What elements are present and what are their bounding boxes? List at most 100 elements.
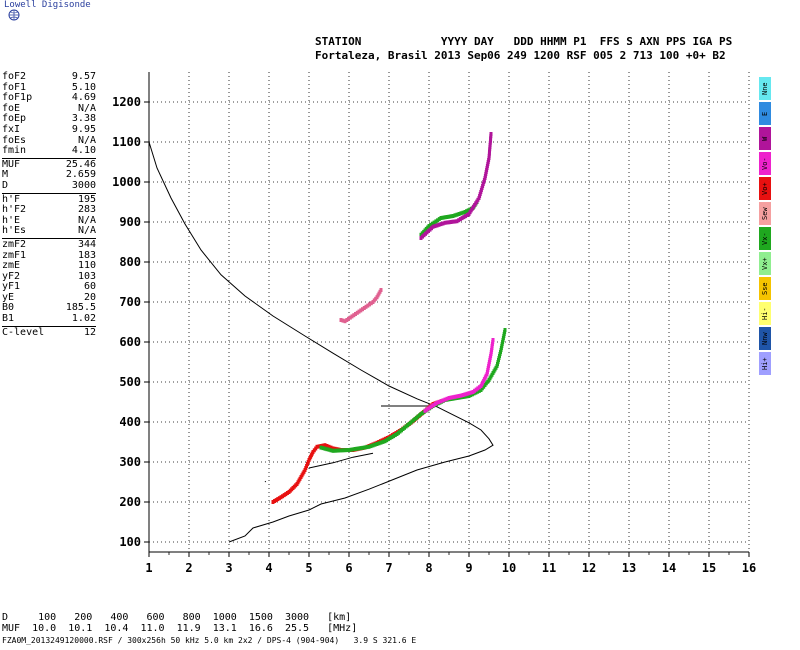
param-name: zmF2: [2, 238, 27, 250]
echo-point: [327, 447, 331, 452]
echo-point: [488, 147, 492, 152]
param-value: 12: [83, 326, 96, 338]
echo-point: [465, 209, 469, 214]
x-tick-label: 9: [465, 561, 472, 575]
echo-point: [487, 153, 491, 158]
echo-point: [419, 412, 423, 416]
echo-point: [354, 312, 357, 316]
param-name: MUF: [2, 158, 21, 170]
echo-point: [426, 406, 430, 411]
param-name: D: [2, 179, 9, 191]
param-value: 3.38: [71, 113, 96, 125]
param-row-D: D 3000: [2, 179, 96, 192]
echo-point: [428, 405, 432, 410]
echo-point: [443, 397, 447, 402]
echo-point: [473, 388, 477, 393]
param-row-MUF: MUF 25.46: [2, 158, 96, 171]
echo-point: [467, 391, 471, 396]
param-value: N/A: [77, 102, 96, 114]
y-tick-label: 300: [119, 455, 141, 469]
echo-point: [363, 445, 367, 450]
echo-point: [455, 219, 459, 224]
echo-point: [347, 316, 350, 321]
echo-point: [277, 496, 281, 501]
echo-point: [365, 445, 369, 450]
echo-point: [355, 310, 359, 315]
param-row-zmE: zmE 110: [2, 260, 96, 272]
echo-point: [331, 448, 335, 453]
echo-point: [349, 447, 353, 452]
echo-point: [462, 215, 466, 220]
param-value: 3000: [71, 179, 96, 191]
echo-point: [284, 492, 288, 497]
param-value: 195: [77, 193, 96, 205]
echo-point: [489, 136, 493, 141]
echo-point: [447, 214, 451, 219]
param-name: foEs: [2, 134, 27, 146]
param-name: yF2: [2, 270, 21, 282]
param-name: zmF1: [2, 249, 27, 261]
parameter-panel: foF2 9.57 foF1 5.10 foF1p 4.69 foE N/A foEp 3.38 f…: [2, 71, 96, 339]
echo-point: [489, 132, 493, 136]
echo-point: [315, 444, 319, 449]
param-row-foEp: foEp 3.38: [2, 114, 96, 125]
echo-point: [451, 219, 455, 224]
echo-point: [439, 399, 443, 404]
param-row-hEs: h'Es N/A: [2, 226, 96, 237]
echo-point: [390, 435, 394, 440]
echo-point: [323, 443, 327, 448]
legend-item-2: W: [759, 127, 771, 150]
echo-point: [379, 288, 383, 292]
echo-point: [425, 407, 429, 412]
param-row-fxI: fxI 9.95: [2, 123, 96, 136]
echo-point: [368, 302, 371, 307]
echo-point: [366, 303, 370, 308]
echo-point: [471, 390, 475, 394]
param-name: foE: [2, 102, 21, 114]
echo-point: [281, 494, 285, 499]
param-value: 185.5: [65, 302, 96, 314]
echo-point: [355, 446, 359, 451]
station-header-labels: STATION YYYY DAY DDD HHMM P1 FFS S AXN P…: [315, 35, 733, 48]
echo-point: [433, 224, 437, 229]
echo-point: [435, 223, 439, 228]
echo-point: [447, 220, 451, 225]
param-value: 4.10: [71, 145, 96, 157]
echo-point: [381, 439, 385, 444]
echo-point: [455, 212, 459, 217]
echo-point: [459, 393, 463, 398]
echo-point: [488, 142, 492, 147]
echo-point: [333, 448, 337, 453]
echo-point: [467, 394, 471, 398]
param-value: 60: [83, 281, 96, 293]
param-row-foF1p: foF1p 4.69: [2, 93, 96, 104]
x-tick-label: 8: [425, 561, 432, 575]
param-name: zmE: [2, 260, 21, 272]
echo-point: [351, 447, 355, 452]
echo-point: [465, 213, 469, 217]
param-row-hF: h'F 195: [2, 193, 96, 206]
echo-point: [341, 448, 345, 453]
echo-point: [377, 441, 381, 446]
param-row-B1: B1 1.02: [2, 313, 96, 325]
echo-point: [388, 436, 392, 441]
echo-point: [437, 217, 441, 222]
param-name: foF1p: [2, 92, 33, 104]
y-tick-label: 1200: [112, 95, 141, 109]
param-name: foF2: [2, 71, 27, 82]
electron-density-profile: [148, 141, 494, 543]
param-value: 20: [83, 291, 96, 303]
echo-point: [460, 216, 464, 221]
param-value: 103: [77, 270, 96, 282]
param-value: 9.95: [71, 123, 96, 135]
param-name: h'Es: [2, 225, 27, 237]
echo-point: [429, 222, 433, 227]
x-tick-label: 15: [702, 561, 716, 575]
y-tick-label: 900: [119, 215, 141, 229]
param-value: 1.02: [71, 313, 96, 325]
param-row-yE: yE 20: [2, 291, 96, 304]
param-row-Clevel: C-level 12: [2, 326, 96, 339]
echo-point: [465, 394, 469, 399]
legend-item-3: Vo-: [759, 152, 771, 175]
param-divider: [2, 237, 96, 239]
